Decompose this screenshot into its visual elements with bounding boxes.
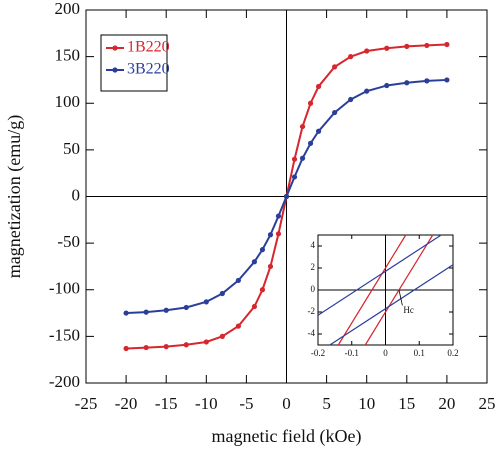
- data-point: [219, 290, 225, 297]
- x-tick-label: -0.1: [345, 348, 359, 358]
- x-tick-label: -20: [115, 394, 138, 413]
- data-point: [332, 109, 338, 116]
- data-point: [307, 140, 314, 146]
- data-point: [299, 123, 306, 130]
- x-tick-label: 15: [398, 394, 415, 413]
- y-tick-label: -4: [308, 328, 316, 338]
- data-point: [163, 307, 169, 313]
- data-point: [291, 156, 298, 162]
- data-point: [259, 287, 266, 293]
- series-line: [329, 264, 454, 346]
- y-tick-label: 0: [311, 284, 316, 294]
- data-point: [364, 88, 370, 94]
- data-point: [364, 48, 370, 54]
- data-point: [267, 263, 274, 270]
- data-point: [251, 259, 258, 265]
- data-point: [315, 83, 322, 90]
- y-tick-label: -50: [57, 232, 80, 251]
- annotation: Hc: [403, 305, 414, 315]
- legend-box: [100, 34, 168, 92]
- data-point: [123, 345, 129, 352]
- data-point: [404, 43, 410, 49]
- x-tick-label: 0.2: [447, 348, 458, 358]
- data-point: [143, 309, 149, 315]
- data-point: [291, 174, 298, 180]
- data-point: [235, 277, 241, 284]
- y-tick-label: -200: [49, 372, 80, 391]
- x-tick-label: 20: [438, 394, 455, 413]
- data-point: [299, 155, 306, 161]
- y-tick-label: -150: [49, 325, 80, 344]
- x-tick-label: -15: [155, 394, 178, 413]
- legend-label: 1B220: [127, 39, 170, 56]
- x-tick-label: -10: [195, 394, 218, 413]
- legend-label: 3B220: [127, 61, 170, 78]
- data-point: [332, 64, 338, 70]
- y-tick-label: 150: [55, 46, 81, 65]
- y-tick-label: 4: [311, 240, 316, 250]
- legend-swatch-marker: [112, 45, 118, 51]
- x-tick-label: -25: [75, 394, 98, 413]
- x-tick-label: 0.1: [414, 348, 425, 358]
- data-point: [348, 54, 354, 60]
- x-tick-label: 10: [358, 394, 375, 413]
- data-point: [384, 82, 390, 89]
- legend-swatch-marker: [112, 67, 118, 73]
- x-tick-label: 5: [322, 394, 331, 413]
- y-tick-label: 0: [72, 185, 81, 204]
- data-point: [444, 77, 450, 83]
- data-point: [203, 299, 209, 305]
- data-point: [251, 303, 258, 310]
- data-point: [424, 42, 430, 49]
- data-point: [219, 333, 225, 339]
- data-point: [348, 96, 354, 103]
- data-point: [384, 45, 390, 51]
- data-point: [315, 128, 322, 134]
- y-tick-label: -2: [308, 306, 316, 316]
- y-tick-label: 200: [55, 0, 81, 18]
- data-point: [283, 193, 290, 200]
- y-axis-title: magnetization (emu/g): [4, 115, 25, 278]
- data-point: [307, 100, 314, 106]
- x-tick-label: -5: [239, 394, 253, 413]
- data-point: [123, 310, 129, 316]
- data-point: [203, 339, 209, 345]
- data-point: [235, 323, 241, 329]
- y-tick-label: -100: [49, 279, 80, 298]
- annotation-leader: [398, 289, 403, 306]
- data-point: [267, 232, 274, 238]
- data-point: [424, 78, 430, 84]
- series-line: [317, 234, 442, 316]
- x-tick-label: 0: [282, 394, 291, 413]
- series-line: [337, 234, 407, 346]
- x-tick-label: -0.2: [311, 348, 325, 358]
- data-point: [275, 231, 282, 237]
- data-point: [143, 344, 149, 351]
- y-tick-label: 100: [55, 92, 81, 111]
- x-tick-label: 25: [479, 394, 496, 413]
- data-point: [163, 344, 169, 350]
- x-tick-label: 0: [383, 348, 388, 358]
- y-tick-label: 50: [63, 139, 80, 158]
- y-tick-label: 2: [311, 262, 316, 272]
- data-point: [444, 41, 450, 48]
- data-point: [259, 247, 266, 253]
- x-axis-title: magnetic field (kOe): [212, 426, 362, 447]
- data-point: [183, 342, 189, 348]
- data-point: [275, 213, 282, 219]
- data-point: [404, 80, 410, 86]
- data-point: [183, 304, 189, 311]
